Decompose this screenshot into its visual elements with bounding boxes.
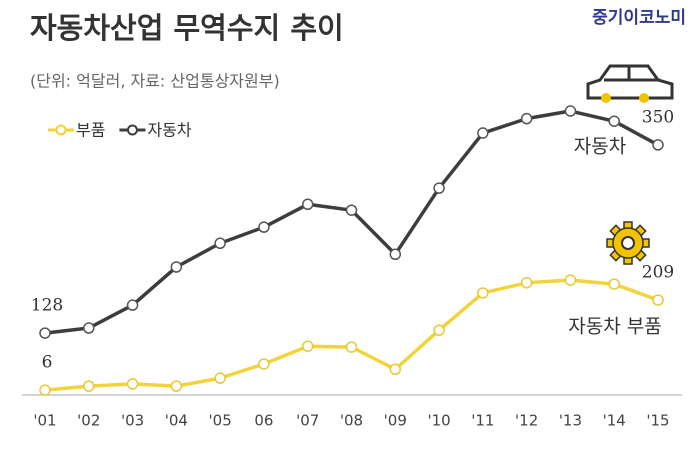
x-tick-label: '14 bbox=[603, 412, 626, 430]
x-tick-label: '15 bbox=[646, 412, 669, 430]
series-line bbox=[44, 109, 659, 335]
point bbox=[477, 287, 489, 299]
data-label: 350 bbox=[642, 107, 674, 127]
point bbox=[126, 299, 139, 311]
point bbox=[345, 341, 358, 353]
annotation: 자동차 부품 bbox=[568, 316, 661, 338]
x-tick-label: 06 bbox=[254, 412, 273, 430]
point bbox=[258, 221, 270, 233]
point bbox=[345, 204, 358, 216]
point bbox=[301, 198, 314, 211]
point bbox=[652, 294, 664, 306]
point bbox=[170, 380, 183, 392]
point bbox=[301, 340, 314, 352]
x-tick-label: '01 bbox=[33, 412, 56, 430]
x-tick-label: '05 bbox=[209, 412, 232, 430]
x-tick-label: '09 bbox=[384, 412, 407, 430]
point bbox=[214, 237, 226, 250]
annotation: 자동차 bbox=[574, 136, 626, 158]
x-tick-label: '04 bbox=[165, 412, 188, 430]
point bbox=[652, 139, 664, 151]
point bbox=[39, 327, 51, 339]
point bbox=[258, 358, 270, 370]
x-tick-label: '02 bbox=[77, 412, 100, 430]
point bbox=[520, 112, 533, 125]
chart-title: 자동차산업 무역수지 추이 bbox=[30, 11, 344, 45]
x-tick-label: '08 bbox=[340, 412, 363, 430]
point bbox=[608, 278, 620, 290]
point bbox=[433, 182, 445, 194]
point bbox=[520, 277, 533, 289]
x-tick-label: '10 bbox=[427, 412, 450, 430]
point bbox=[477, 127, 489, 139]
data-label: 6 bbox=[42, 353, 53, 373]
legend-label: 자동차 bbox=[147, 121, 191, 140]
point bbox=[564, 105, 577, 117]
data-label: 128 bbox=[31, 296, 63, 316]
point bbox=[433, 324, 445, 336]
car-icon bbox=[586, 64, 674, 103]
point bbox=[214, 372, 226, 384]
x-tick-label: '03 bbox=[121, 412, 144, 430]
legend-marker bbox=[55, 124, 67, 136]
series-line bbox=[44, 278, 659, 392]
subtitle: (단위: 억달러, 자료: 산업통상자원부) bbox=[30, 72, 280, 91]
point bbox=[389, 248, 402, 261]
x-tick-label: '11 bbox=[471, 412, 494, 430]
point bbox=[83, 380, 95, 392]
point bbox=[126, 378, 139, 390]
point bbox=[83, 322, 95, 334]
point bbox=[170, 261, 183, 273]
gear-icon bbox=[606, 221, 650, 265]
legend-marker bbox=[126, 124, 138, 136]
x-tick-label: '12 bbox=[515, 412, 538, 430]
x-tick-label: '13 bbox=[559, 412, 582, 430]
point bbox=[564, 274, 577, 286]
x-tick-label: '07 bbox=[296, 412, 319, 430]
data-label: 209 bbox=[642, 263, 674, 283]
legend-label: 부품 bbox=[76, 121, 105, 140]
brand: 중기이코노미 bbox=[592, 8, 686, 28]
point bbox=[608, 115, 620, 127]
point bbox=[389, 363, 402, 376]
point bbox=[39, 384, 51, 396]
